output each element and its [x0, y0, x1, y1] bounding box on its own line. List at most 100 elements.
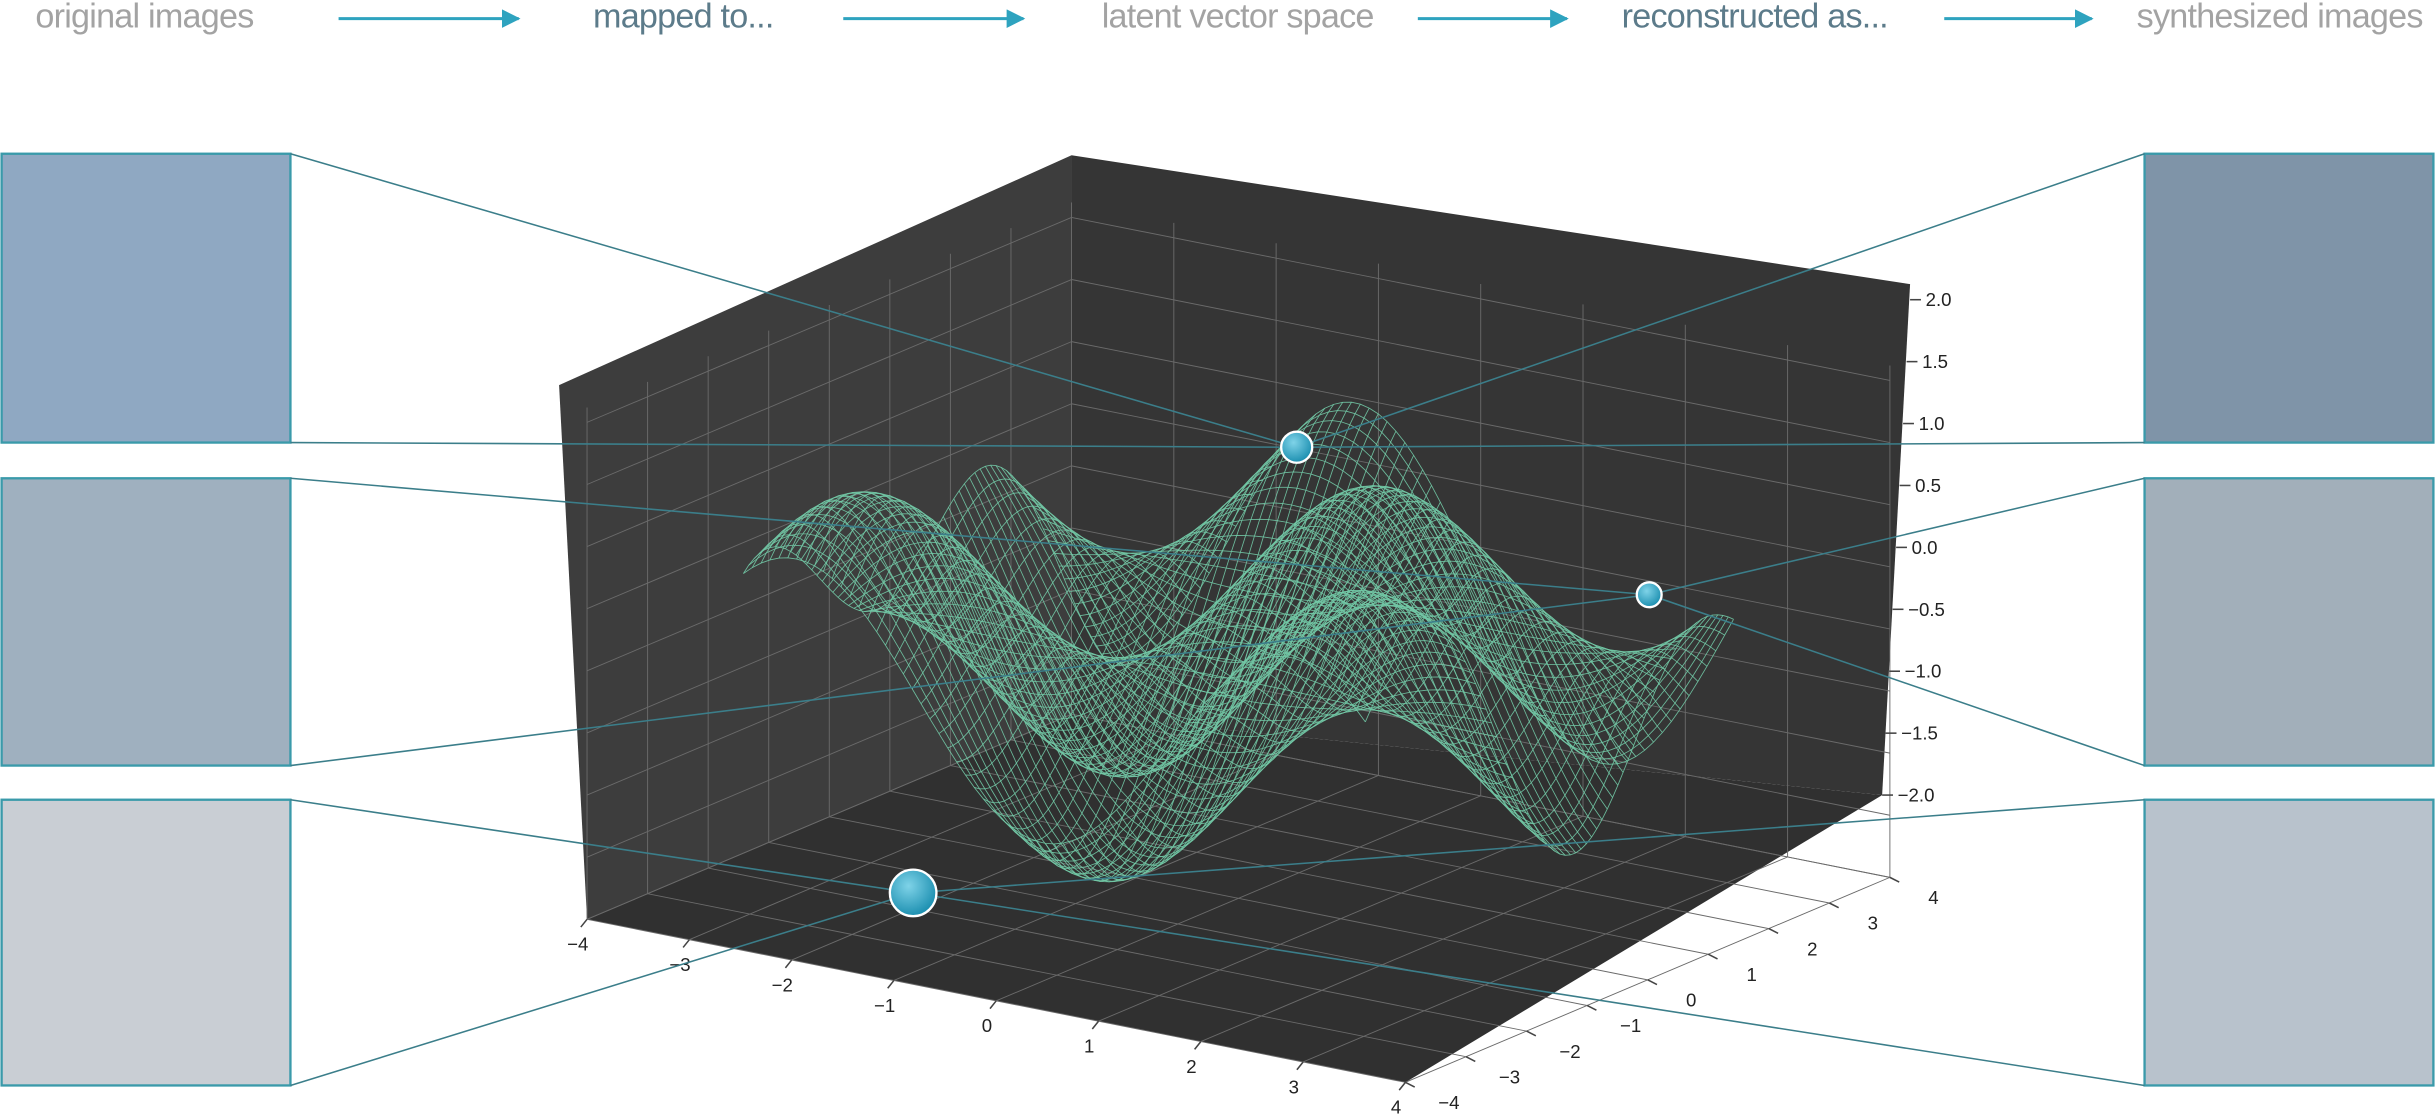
connector	[1296, 153, 2145, 448]
x-tick-label: 2	[1186, 1056, 1196, 1077]
z-tick-label: 0.5	[1915, 475, 1941, 496]
mesh-line	[1169, 489, 1539, 784]
mesh-line	[1356, 615, 1725, 847]
tick-mark	[580, 918, 588, 928]
grid-line	[1071, 279, 1890, 444]
x-tick-label: 3	[1289, 1076, 1299, 1097]
tick-mark	[1647, 979, 1658, 986]
step-label: latent vector space	[1102, 0, 1374, 36]
mesh-line	[1160, 486, 1530, 798]
mesh-line	[1037, 516, 1661, 681]
latent-points	[888, 430, 1663, 918]
connector	[913, 798, 2145, 894]
tick-mark	[1768, 927, 1779, 934]
mesh-line	[1302, 589, 1672, 771]
mesh-line	[1284, 596, 1654, 745]
mesh-line	[942, 499, 1566, 856]
mesh-line	[1276, 601, 1646, 751]
y-tick-label: 0	[1686, 990, 1696, 1011]
back-pane	[1071, 155, 1911, 796]
mesh-line	[1053, 549, 1676, 654]
y-tick-label: 2	[1807, 938, 1817, 959]
mesh-line	[1364, 614, 1734, 856]
grid-line	[586, 279, 1072, 485]
mesh-line	[969, 477, 1592, 838]
mesh-line	[1231, 554, 1601, 764]
grid-line	[1071, 341, 1890, 506]
x-tick-label: 1	[1084, 1036, 1094, 1057]
tick-mark	[1707, 953, 1718, 960]
z-tick-label: −2.0	[1898, 785, 1935, 806]
step-label: mapped to...	[593, 0, 774, 36]
y-tick-label: −3	[1499, 1066, 1520, 1087]
mesh-line	[963, 483, 1587, 845]
original-image	[0, 152, 292, 444]
tick-mark	[1296, 1061, 1304, 1071]
tick-mark	[1828, 902, 1839, 909]
synthesized-image	[2143, 798, 2435, 1087]
mesh-line	[1006, 470, 1629, 760]
connector	[913, 892, 2145, 1087]
mesh-line	[1074, 486, 1697, 704]
connector	[1296, 441, 2145, 449]
grid-line	[1071, 216, 1890, 381]
x-tick-label: −4	[567, 934, 588, 955]
axis-ticks: −4−3−2−101234−4−3−2−101234−2.0−1.5−1.0−0…	[567, 289, 1951, 1117]
tick-mark	[1193, 1041, 1202, 1050]
y-tick-label: −1	[1620, 1015, 1641, 1036]
connector	[290, 798, 914, 894]
z-tick-label: 1.0	[1919, 413, 1945, 434]
mesh-line	[1347, 607, 1717, 837]
synthesized-image	[2143, 477, 2435, 767]
grid-line	[1071, 465, 1890, 630]
mesh-line	[1142, 485, 1512, 825]
original-image	[0, 798, 292, 1087]
mesh-line	[1116, 499, 1486, 858]
mesh-line	[948, 493, 1571, 856]
synthesized-image	[2143, 152, 2435, 444]
connector	[290, 441, 1297, 449]
connector	[1648, 594, 2145, 767]
grid-line	[586, 465, 1072, 672]
z-tick-label: −1.0	[1905, 661, 1942, 682]
grid-line	[586, 403, 1072, 610]
grid-line	[586, 216, 1072, 423]
connector	[290, 892, 914, 1087]
tick-mark	[784, 959, 793, 969]
tick-mark	[1398, 1081, 1407, 1091]
latent-point	[1635, 581, 1663, 609]
mesh-line	[1048, 540, 1671, 659]
surface-mesh	[743, 401, 1734, 883]
tick-mark	[1091, 1020, 1100, 1030]
image-frames	[0, 152, 2435, 1087]
floor-pane	[587, 714, 1883, 1083]
connector	[1649, 477, 2145, 596]
mesh-line	[1095, 431, 1719, 746]
tick-mark	[1465, 1056, 1476, 1063]
mesh-line	[1293, 592, 1663, 757]
mesh-line	[1311, 589, 1681, 785]
connector	[290, 477, 1650, 596]
z-tick-label: −0.5	[1908, 599, 1945, 620]
mesh-line	[1125, 493, 1494, 848]
mesh-line	[984, 466, 1608, 810]
mesh-line	[1090, 443, 1713, 737]
y-tick-label: −4	[1438, 1092, 1459, 1113]
mesh-line	[1069, 502, 1692, 691]
z-tick-label: 0.0	[1912, 537, 1938, 558]
mesh-line	[1100, 420, 1724, 753]
y-tick-label: 3	[1868, 913, 1878, 934]
x-tick-label: −2	[772, 974, 793, 995]
tick-mark	[989, 1000, 997, 1010]
grid-line	[1071, 403, 1890, 568]
z-tick-label: 1.5	[1922, 351, 1948, 372]
mesh-line	[1338, 600, 1708, 825]
mesh-line	[1240, 568, 1610, 765]
tick-mark	[1405, 1081, 1416, 1088]
grid-line	[889, 790, 1709, 955]
grid-line	[1071, 713, 1890, 878]
connector	[290, 152, 1297, 448]
step-label: original images	[35, 0, 253, 36]
grid-line	[829, 816, 1648, 981]
